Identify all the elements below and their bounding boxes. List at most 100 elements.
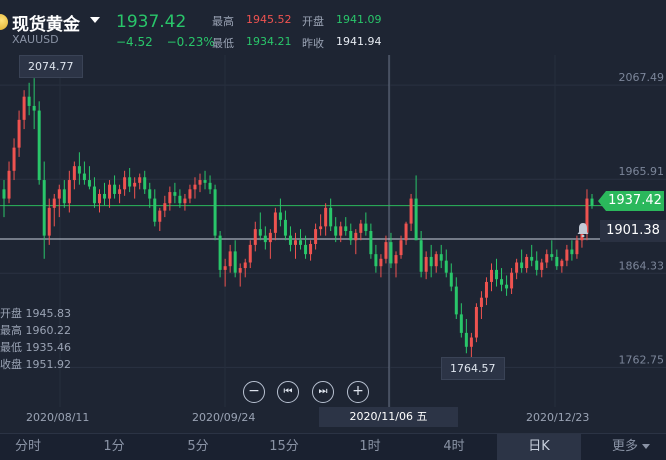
candle-body (590, 198, 594, 206)
candle-body (404, 223, 408, 241)
candle-body (198, 180, 202, 185)
candle-body (153, 198, 157, 222)
ohlc-open: 开盘 1945.83 (0, 307, 71, 320)
open-label: 开盘 (302, 15, 324, 28)
candle-body (97, 193, 101, 204)
tab-4hour[interactable]: 4时 (443, 439, 465, 454)
chevron-down-icon[interactable] (90, 17, 100, 23)
candle-body (183, 198, 187, 204)
candle-body (263, 235, 267, 243)
candle-body (309, 243, 313, 255)
candle-body (560, 260, 564, 267)
candle-body (545, 254, 549, 263)
high-label: 最高 (212, 15, 234, 28)
candle-body (67, 180, 71, 204)
candle-body (293, 240, 297, 245)
prev-close-value: 1941.94 (336, 35, 382, 48)
candle-body (248, 244, 252, 263)
candle-body (123, 177, 127, 190)
candle-body (469, 337, 473, 347)
candle-body (364, 223, 368, 231)
candle-body (474, 306, 478, 338)
candle-body (2, 189, 6, 199)
candle-body (389, 242, 393, 264)
min-price-callout: 1764.57 (441, 357, 505, 380)
candle-body (203, 180, 207, 183)
crosshair-price-tag: 1901.38 (600, 220, 666, 242)
chart-grid (0, 55, 666, 407)
candle-body (188, 189, 192, 199)
current-price-tag: 1937.42 (598, 191, 664, 211)
candle-body (449, 272, 453, 287)
candle-body (409, 198, 413, 224)
quote-header: 现货黄金 XAUUSD 1937.42 −4.52 −0.23% 最高 1945… (0, 0, 666, 52)
zoom-out-button[interactable]: − (243, 381, 265, 403)
date-axis: 2020/08/11 2020/09/24 2020/11/06 五 2020/… (0, 407, 666, 427)
low-label: 最低 (212, 37, 234, 50)
tab-1min[interactable]: 1分 (103, 439, 125, 454)
candle-body (369, 231, 373, 255)
candle-body (138, 177, 142, 183)
candle-body (92, 186, 96, 204)
candle-body (510, 272, 514, 289)
instrument-title[interactable]: 现货黄金 (12, 15, 80, 35)
candle-body (424, 256, 428, 272)
candle-body (505, 284, 509, 289)
candle-body (515, 262, 519, 273)
candle-body (243, 262, 247, 269)
candle-body (213, 189, 217, 236)
candle-body (530, 256, 534, 261)
open-value: 1941.09 (336, 13, 382, 26)
low-value: 1934.21 (246, 35, 292, 48)
candle-body (163, 203, 167, 211)
candle-body (339, 226, 343, 236)
tab-5min[interactable]: 5分 (187, 439, 209, 454)
candle-body (72, 166, 76, 181)
candle-body (304, 244, 308, 255)
candle-body (434, 254, 438, 267)
tab-daily[interactable]: 日K (497, 434, 581, 460)
candles (2, 78, 594, 366)
scroll-prev-button[interactable]: ⏮ (277, 381, 299, 403)
candle-body (324, 207, 328, 227)
candle-body (193, 184, 197, 190)
candle-body (520, 262, 524, 269)
candle-body (439, 254, 443, 261)
candle-body (228, 251, 232, 267)
candle-body (17, 119, 21, 148)
candle-body (128, 177, 132, 187)
candle-body (575, 240, 579, 255)
scroll-next-button[interactable]: ⏭ (312, 381, 334, 403)
tab-1hour[interactable]: 1时 (359, 439, 381, 454)
candle-body (344, 226, 348, 231)
candle-body (489, 269, 493, 282)
tab-more[interactable]: 更多 (598, 434, 664, 460)
bell-icon[interactable] (575, 222, 591, 238)
date-label: 2020/09/24 (192, 411, 256, 424)
candle-body (283, 219, 287, 236)
candle-body (62, 189, 66, 204)
candle-body (399, 240, 403, 256)
timeframe-tabs: 分时 1分 5分 15分 1时 4时 日K 更多 (0, 433, 666, 460)
candle-body (429, 256, 433, 267)
candle-body (384, 242, 388, 259)
tab-15min[interactable]: 15分 (269, 439, 299, 454)
candle-body (178, 195, 182, 204)
tab-timeshare[interactable]: 分时 (14, 439, 41, 454)
candle-body (223, 266, 227, 270)
candle-body (349, 231, 353, 241)
candle-body (374, 254, 378, 267)
candle-body (42, 180, 46, 236)
last-price: 1937.42 (116, 12, 187, 32)
candle-body (495, 269, 499, 280)
candle-body (278, 212, 282, 220)
candlestick-chart[interactable]: 2067.49 1965.91 1864.33 1762.75 (0, 55, 666, 407)
zoom-in-button[interactable]: + (347, 381, 369, 403)
gold-coin-icon (0, 14, 8, 30)
candle-body (334, 226, 338, 236)
candle-body (57, 189, 61, 199)
y-tick-label: 1965.91 (619, 165, 665, 178)
y-axis-labels: 2067.49 1965.91 1864.33 1762.75 (619, 71, 665, 366)
candle-body (52, 198, 56, 208)
candle-body (37, 110, 41, 181)
